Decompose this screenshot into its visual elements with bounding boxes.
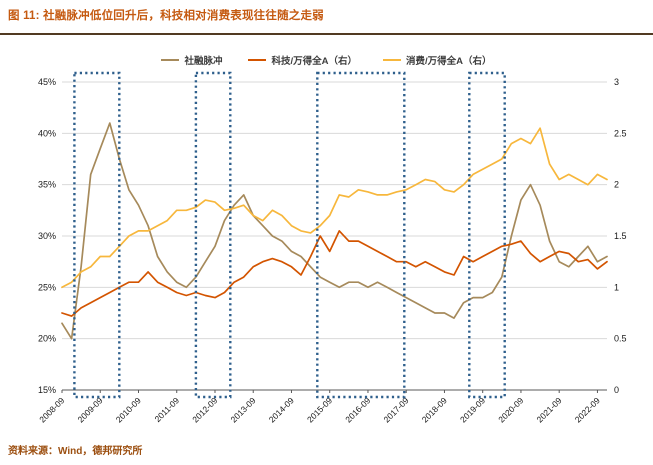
legend-item-consumer: 消费/万得全A（右） xyxy=(383,53,492,67)
legend-line-swatch xyxy=(248,58,267,62)
highlight-box xyxy=(73,71,121,399)
x-axis-tick-label: 2021-09 xyxy=(534,395,563,424)
highlight-box xyxy=(316,71,406,399)
legend-item-sherong: 社融脉冲 xyxy=(161,53,222,67)
left-axis-tick-label: 20% xyxy=(38,334,56,344)
right-axis-tick-label: 2 xyxy=(614,180,619,190)
figure-title: 图 11: 社融脉冲低位回升后，科技相对消费表现往往随之走弱 xyxy=(8,7,645,23)
highlight-box xyxy=(194,71,232,399)
x-axis-tick-label: 2009-09 xyxy=(76,395,105,424)
legend-line-swatch xyxy=(383,58,401,62)
source-note: 资料来源：Wind，德邦研究所 xyxy=(8,442,142,457)
right-axis-tick-label: 2.5 xyxy=(614,128,627,138)
x-axis-tick-label: 2018-09 xyxy=(420,395,449,424)
x-axis-tick-label: 2020-09 xyxy=(496,395,525,424)
left-axis-tick-label: 40% xyxy=(38,128,56,138)
series-line-0 xyxy=(61,122,608,340)
left-axis-tick-label: 35% xyxy=(38,180,56,190)
x-axis-tick-label: 2010-09 xyxy=(114,395,143,424)
title-divider xyxy=(0,33,653,35)
x-axis-tick-label: 2012-09 xyxy=(190,395,219,424)
source-text: 资料来源：Wind，德邦研究所 xyxy=(8,446,143,457)
line-chart: 45% 40% 35% 30% 25% 20% 15% 3 2.5 2 1.5 1 0.5 0 2008-0… xyxy=(37,71,627,424)
legend-label: 科技/万得全A（右） xyxy=(271,56,357,67)
x-axis-tick-label: 2015-09 xyxy=(305,395,334,424)
left-axis-tick-label: 30% xyxy=(38,231,56,241)
legend-label: 消费/万得全A（右） xyxy=(406,56,492,67)
x-axis-tick-label: 2022-09 xyxy=(573,395,602,424)
x-axis-tick-label: 2011-09 xyxy=(152,395,181,424)
series-line-1 xyxy=(61,230,608,317)
right-axis-tick-label: 0 xyxy=(614,385,619,395)
legend-item-tech: 科技/万得全A（右） xyxy=(248,53,357,67)
highlight-box xyxy=(468,71,506,399)
chart-legend: 社融脉冲 科技/万得全A（右） 消费/万得全A（右） xyxy=(0,53,653,67)
left-axis-tick-label: 45% xyxy=(38,77,56,87)
right-axis-tick-label: 0.5 xyxy=(614,334,627,344)
x-axis-tick-label: 2014-09 xyxy=(267,395,296,424)
x-axis-tick-label: 2008-09 xyxy=(37,395,66,424)
x-axis-tick-label: 2017-09 xyxy=(381,395,410,424)
right-axis-tick-label: 1.5 xyxy=(614,231,627,241)
x-axis-tick-label: 2019-09 xyxy=(458,395,487,424)
legend-label: 社融脉冲 xyxy=(184,56,223,67)
right-axis-tick-label: 3 xyxy=(614,77,619,87)
legend-line-swatch xyxy=(161,58,180,62)
series-line-2 xyxy=(61,127,608,289)
left-axis-tick-label: 15% xyxy=(38,385,56,395)
right-axis-tick-label: 1 xyxy=(614,282,619,292)
figure-title-text: 图 11: 社融脉冲低位回升后，科技相对消费表现往往随之走弱 xyxy=(8,10,324,22)
x-axis-tick-label: 2016-09 xyxy=(343,395,372,424)
x-axis-tick-label: 2013-09 xyxy=(229,395,258,424)
left-axis-tick-label: 25% xyxy=(38,282,56,292)
